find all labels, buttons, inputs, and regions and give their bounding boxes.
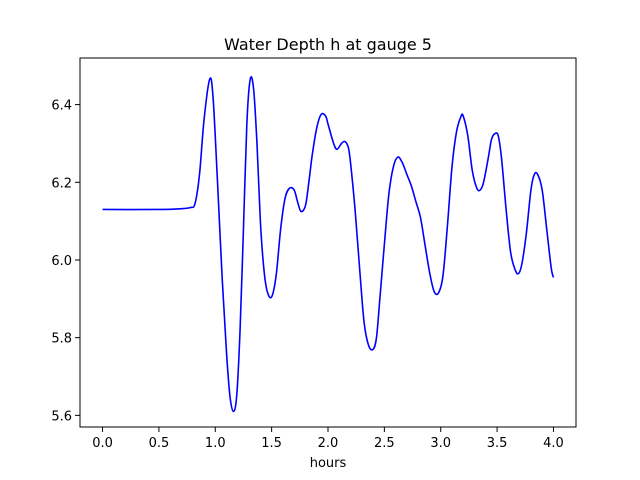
y-tick-label: 6.2 [51,176,72,191]
x-tick-label: 4.0 [543,436,564,451]
plot-area-border [79,57,577,428]
x-axis: 0.0 0.5 1.0 1.5 2.0 2.5 3.0 3.5 4.0 [92,427,564,451]
x-tick-label: 0.0 [92,436,113,451]
y-tick-label: 6.4 [51,99,72,114]
x-tick-label: 1.0 [205,436,226,451]
x-tick-label: 2.0 [318,436,339,451]
x-tick-label: 2.5 [374,436,395,451]
series-layer [102,76,555,413]
chart-title: Water Depth h at gauge 5 [224,35,432,54]
series-line-0 [102,76,555,413]
y-tick-label: 6.0 [51,254,72,269]
x-tick-label: 1.5 [261,436,282,451]
plot-frame [79,57,577,428]
y-tick-label: 5.8 [51,332,72,347]
y-axis: 5.6 5.8 6.0 6.2 6.4 [51,99,80,424]
x-tick-label: 3.0 [430,436,451,451]
x-tick-label: 0.5 [149,436,170,451]
x-tick-label: 3.5 [487,436,508,451]
y-tick-label: 5.6 [51,409,72,424]
x-axis-label: hours [310,456,347,471]
